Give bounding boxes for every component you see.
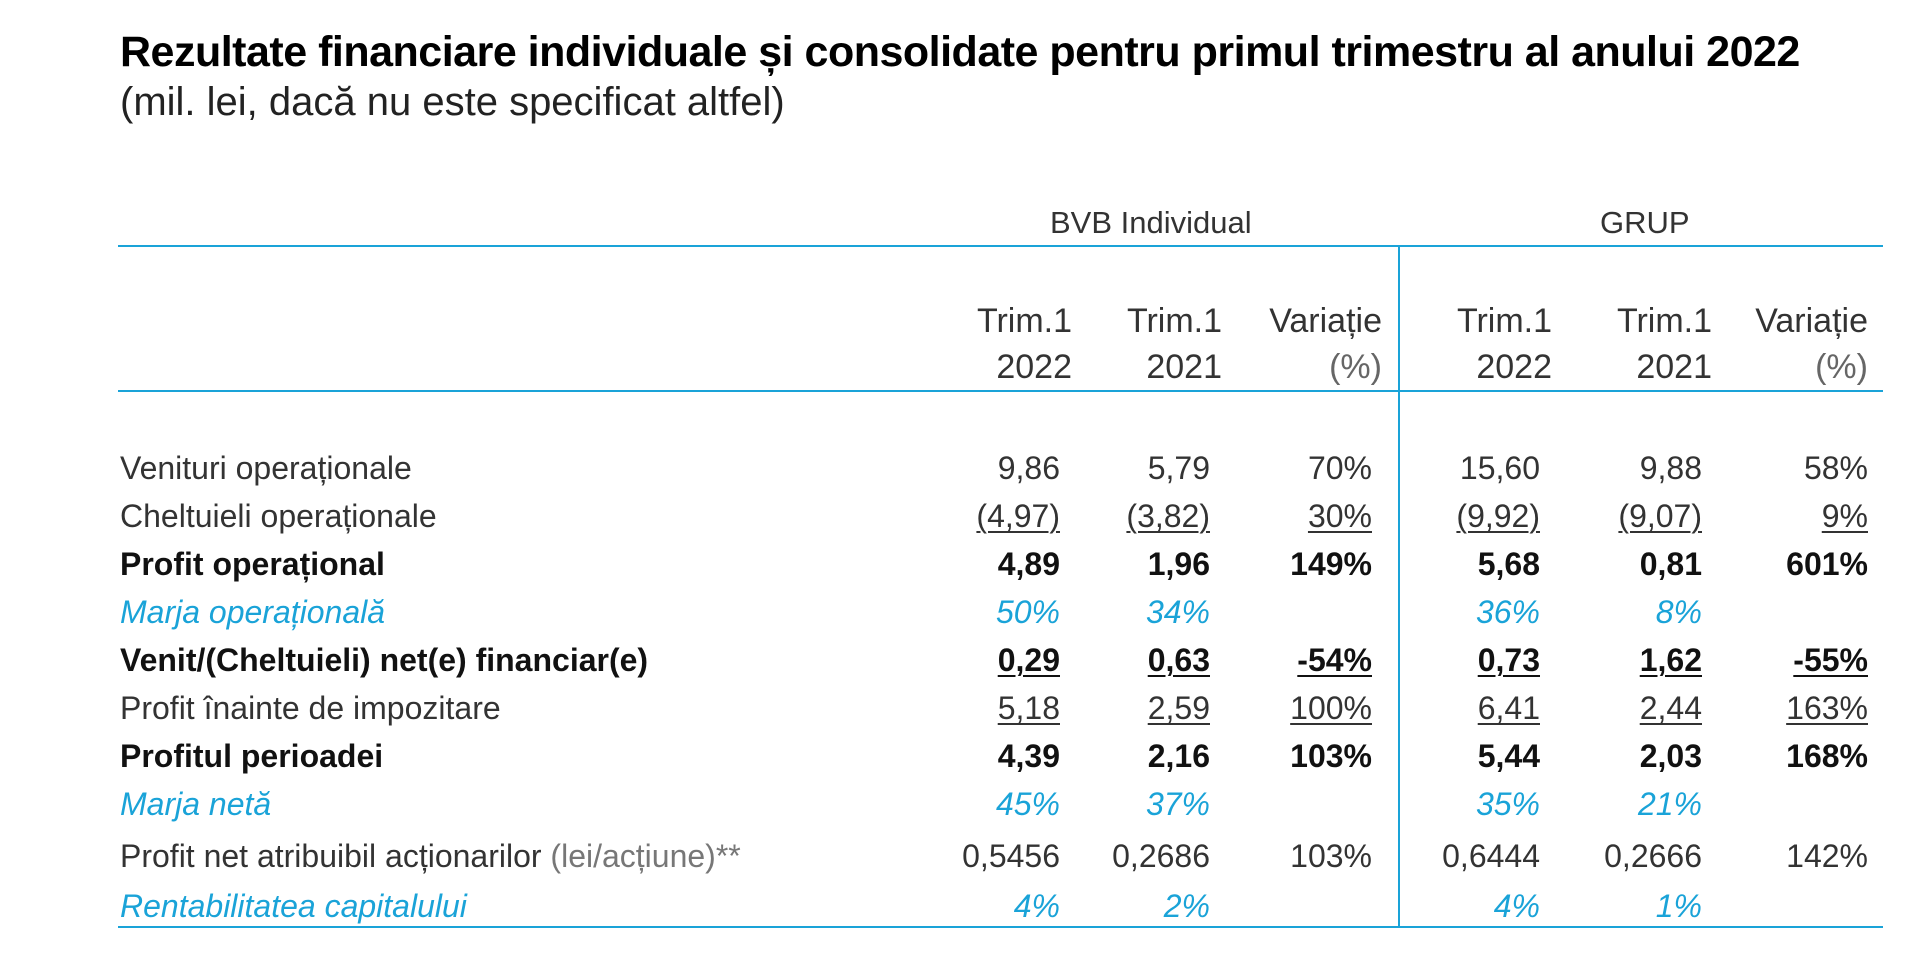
cell-individual-2022: 4%	[1013, 888, 1060, 924]
cell-individual-variation: 100%	[1290, 690, 1372, 726]
table-row: Venit/(Cheltuieli) net(e) financiar(e) 0,…	[0, 638, 1908, 682]
row-label: Profit operațional	[120, 546, 385, 582]
header-top-rule	[118, 245, 1883, 247]
table-row: Marja netă 45% 37% 35% 21%	[0, 782, 1908, 826]
cell-individual-2022: 50%	[995, 594, 1060, 630]
cell-group-variation: -55%	[1793, 642, 1868, 678]
row-label: Rentabilitatea capitalului	[120, 888, 467, 924]
row-label: Profit net atribuibil acționarilor (lei/…	[120, 838, 741, 874]
cell-group-2022: 36%	[1475, 594, 1540, 630]
table-row: Profit înainte de impozitare 5,18 2,59 100%…	[0, 686, 1908, 730]
row-label: Cheltuieli operaționale	[120, 498, 437, 534]
row-label: Profit înainte de impozitare	[120, 690, 501, 726]
cell-group-2022: 5,44	[1477, 738, 1540, 774]
cell-group-2021: 0,81	[1639, 546, 1702, 582]
column-header-group-variation: Variație (%)	[1755, 302, 1868, 386]
cell-individual-variation: -54%	[1297, 642, 1372, 678]
cell-group-2021: 21%	[1637, 786, 1702, 822]
cell-group-variation: 9%	[1821, 498, 1868, 534]
table-row: Profit net atribuibil acționarilor (lei/…	[0, 834, 1908, 878]
cell-group-2021: 9,88	[1639, 450, 1702, 486]
table-row: Venituri operaționale 9,86 5,79 70% 15,60 9,8…	[0, 446, 1908, 490]
group-header-group: GRUP	[1600, 205, 1690, 240]
page-subtitle: (mil. lei, dacă nu este specificat altfe…	[120, 80, 785, 124]
cell-group-variation: 58%	[1803, 450, 1868, 486]
table-row: Profit operațional 4,89 1,96 149% 5,68 0,81 60…	[0, 542, 1908, 586]
row-label-unit: (lei/acțiune)**	[550, 838, 741, 874]
cell-group-2022: 5,68	[1477, 546, 1540, 582]
cell-group-2021: 1%	[1655, 888, 1702, 924]
cell-group-2021: 2,44	[1639, 690, 1702, 726]
table-row: Cheltuieli operaționale (4,97) (3,82) 30% (9…	[0, 494, 1908, 538]
cell-group-2021: (9,07)	[1618, 498, 1702, 534]
cell-individual-2021: 37%	[1145, 786, 1210, 822]
column-header-individual-variation: Variație (%)	[1269, 302, 1382, 386]
group-divider	[1398, 245, 1400, 928]
cell-group-2022: 15,60	[1459, 450, 1540, 486]
cell-individual-variation: 30%	[1307, 498, 1372, 534]
cell-group-2022: 0,6444	[1442, 838, 1540, 874]
cell-individual-2021: 0,63	[1147, 642, 1210, 678]
cell-individual-2021: 2,16	[1147, 738, 1210, 774]
column-header-group-2021: Trim.1 2021	[1616, 302, 1712, 386]
cell-individual-2021: 34%	[1145, 594, 1210, 630]
cell-group-2022: 4%	[1493, 888, 1540, 924]
cell-individual-2021: 2%	[1163, 888, 1210, 924]
column-header-individual-2021: Trim.1 2021	[1126, 302, 1222, 386]
row-label: Marja operațională	[120, 594, 386, 630]
row-label: Venituri operaționale	[120, 450, 412, 486]
cell-individual-2022: 45%	[995, 786, 1060, 822]
group-header-individual: BVB Individual	[1050, 205, 1252, 240]
cell-individual-variation: 149%	[1290, 546, 1372, 582]
table-row: Marja operațională 50% 34% 36% 8%	[0, 590, 1908, 634]
table-row: Profitul perioadei 4,39 2,16 103% 5,44 2,03 16…	[0, 734, 1908, 778]
table-bottom-rule	[118, 926, 1883, 928]
cell-individual-variation: 103%	[1290, 838, 1372, 874]
cell-group-2022: 35%	[1475, 786, 1540, 822]
cell-group-2022: 6,41	[1477, 690, 1540, 726]
cell-individual-2022: (4,97)	[976, 498, 1060, 534]
cell-group-2021: 2,03	[1639, 738, 1702, 774]
cell-individual-variation: 70%	[1307, 450, 1372, 486]
row-label: Marja netă	[120, 786, 272, 822]
column-header-individual-2022: Trim.1 2022	[976, 302, 1072, 386]
cell-individual-2022: 0,5456	[962, 838, 1060, 874]
cell-group-2022: (9,92)	[1456, 498, 1540, 534]
cell-group-variation: 142%	[1786, 838, 1868, 874]
cell-group-variation: 601%	[1786, 546, 1868, 582]
cell-group-variation: 163%	[1786, 690, 1868, 726]
cell-group-variation: 168%	[1786, 738, 1868, 774]
header-bottom-rule	[118, 390, 1883, 392]
cell-individual-variation: 103%	[1290, 738, 1372, 774]
table-row: Rentabilitatea capitalului 4% 2% 4% 1%	[0, 884, 1908, 928]
page-title: Rezultate financiare individuale și cons…	[120, 28, 1800, 76]
cell-individual-2021: (3,82)	[1126, 498, 1210, 534]
cell-group-2021: 0,2666	[1604, 838, 1702, 874]
cell-individual-2022: 9,86	[997, 450, 1060, 486]
row-label: Profitul perioadei	[120, 738, 384, 774]
cell-individual-2022: 4,89	[997, 546, 1060, 582]
cell-individual-2021: 1,96	[1147, 546, 1210, 582]
cell-individual-2022: 4,39	[997, 738, 1060, 774]
cell-individual-2021: 2,59	[1147, 690, 1210, 726]
cell-group-2021: 1,62	[1639, 642, 1702, 678]
cell-group-2022: 0,73	[1477, 642, 1540, 678]
cell-group-2021: 8%	[1655, 594, 1702, 630]
cell-individual-2021: 0,2686	[1112, 838, 1210, 874]
cell-individual-2022: 5,18	[997, 690, 1060, 726]
column-header-group-2022: Trim.1 2022	[1456, 302, 1552, 386]
cell-individual-2021: 5,79	[1147, 450, 1210, 486]
row-label: Venit/(Cheltuieli) net(e) financiar(e)	[120, 642, 649, 678]
cell-individual-2022: 0,29	[997, 642, 1060, 678]
